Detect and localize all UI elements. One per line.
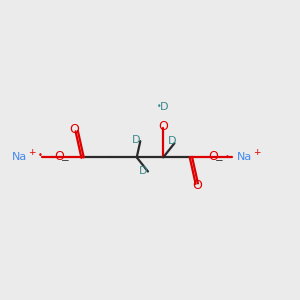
Text: Na: Na bbox=[12, 152, 28, 162]
Text: O: O bbox=[158, 120, 168, 133]
Text: O: O bbox=[208, 150, 218, 163]
Text: −: − bbox=[61, 156, 70, 166]
Text: D: D bbox=[167, 136, 176, 146]
Text: O: O bbox=[69, 123, 79, 136]
Text: D: D bbox=[160, 102, 168, 112]
Text: D: D bbox=[132, 135, 141, 145]
Text: •: • bbox=[157, 102, 161, 111]
Text: +: + bbox=[253, 148, 260, 158]
Text: −: − bbox=[214, 156, 223, 166]
Text: O: O bbox=[54, 150, 64, 163]
Text: Na: Na bbox=[237, 152, 252, 162]
Text: +: + bbox=[28, 148, 35, 158]
Text: •: • bbox=[225, 153, 230, 162]
Text: •: • bbox=[38, 151, 43, 160]
Text: O: O bbox=[192, 179, 202, 192]
Text: D: D bbox=[139, 166, 147, 176]
